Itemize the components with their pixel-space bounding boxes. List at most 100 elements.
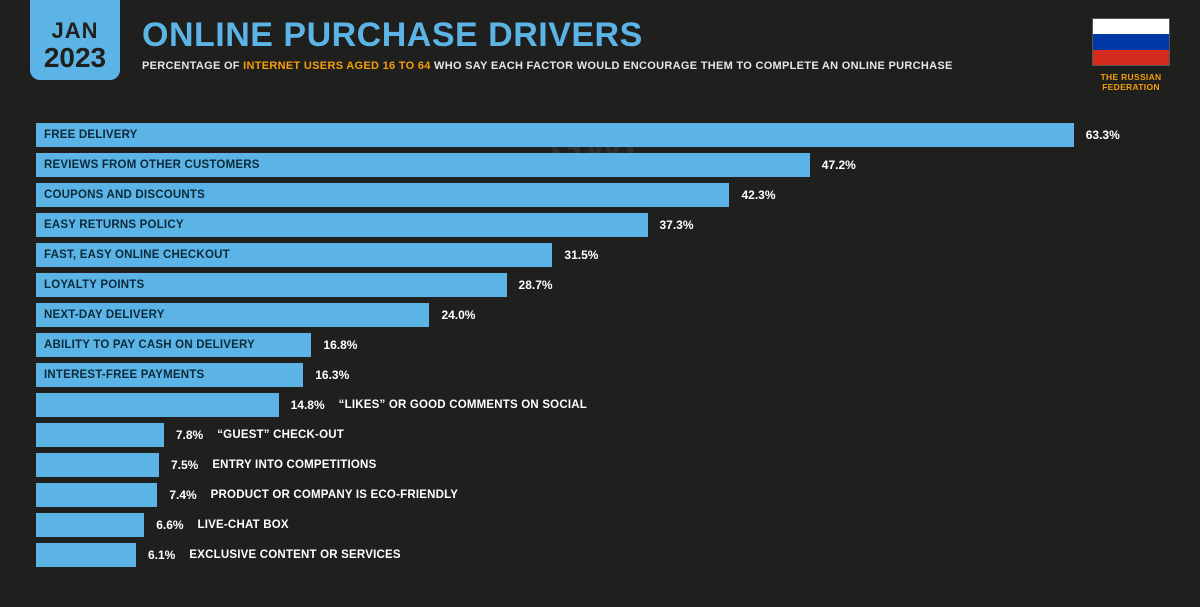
bar-value-label: 6.1% EXCLUSIVE CONTENT OR SERVICES [148, 548, 401, 562]
bar-track: 14.8%“LIKES” OR GOOD COMMENTS ON SOCIAL [36, 393, 1164, 417]
value-text: 42.3% [741, 188, 775, 202]
bar-value-label: 63.3% [1086, 128, 1120, 142]
chart-row: EASY RETURNS POLICY 37.3% [36, 210, 1164, 240]
value-text: 16.3% [315, 368, 349, 382]
category-label: FAST, EASY ONLINE CHECKOUT [44, 249, 230, 261]
bar-value-label: 16.3% [315, 368, 349, 382]
category-label: LOYALTY POINTS [44, 279, 144, 291]
bar: ABILITY TO PAY CASH ON DELIVERY [36, 333, 311, 357]
bar-track: COUPONS AND DISCOUNTS 42.3% [36, 183, 1164, 207]
chart-row: REVIEWS FROM OTHER CUSTOMERS 47.2% [36, 150, 1164, 180]
subtitle-highlight: INTERNET USERS AGED 16 TO 64 [243, 60, 431, 72]
value-text: 24.0% [441, 308, 475, 322]
chart-row: 7.8% “GUEST” CHECK-OUT [36, 420, 1164, 450]
flag-stripe-1 [1093, 19, 1169, 34]
bar: NEXT-DAY DELIVERY [36, 303, 429, 327]
category-label: “GUEST” CHECK-OUT [217, 429, 344, 441]
chart-row: LOYALTY POINTS 28.7% [36, 270, 1164, 300]
bar-value-label: 28.7% [519, 278, 553, 292]
bar: INTEREST-FREE PAYMENTS [36, 363, 303, 387]
value-text: 7.4% [169, 488, 196, 502]
bar [36, 453, 159, 477]
chart-row: 7.4% PRODUCT OR COMPANY IS ECO-FRIENDLY [36, 480, 1164, 510]
bar-value-label: 24.0% [441, 308, 475, 322]
bar-track: LOYALTY POINTS 28.7% [36, 273, 1164, 297]
value-text: 7.8% [176, 428, 203, 442]
bar-value-label: 47.2% [822, 158, 856, 172]
bar: FAST, EASY ONLINE CHECKOUT [36, 243, 552, 267]
value-text: 63.3% [1086, 128, 1120, 142]
bar-track: INTEREST-FREE PAYMENTS 16.3% [36, 363, 1164, 387]
bar-track: 6.1% EXCLUSIVE CONTENT OR SERVICES [36, 543, 1164, 567]
category-label: ENTRY INTO COMPETITIONS [212, 459, 376, 471]
bar-value-label: 31.5% [564, 248, 598, 262]
date-year: 2023 [44, 44, 106, 72]
date-badge: JAN 2023 [30, 0, 120, 80]
page-title: ONLINE PURCHASE DRIVERS [142, 18, 1072, 54]
chart-row: FREE DELIVERY 63.3% [36, 120, 1164, 150]
chart-row: COUPONS AND DISCOUNTS 42.3% [36, 180, 1164, 210]
bar-value-label: 7.5% ENTRY INTO COMPETITIONS [171, 458, 376, 472]
bar-value-label: 6.6%LIVE-CHAT BOX [156, 518, 289, 532]
category-label: FREE DELIVERY [44, 129, 138, 141]
bar-track: 7.5% ENTRY INTO COMPETITIONS [36, 453, 1164, 477]
chart-row: 6.6%LIVE-CHAT BOX [36, 510, 1164, 540]
bar-chart: GWI. FREE DELIVERY63.3%REVIEWS FROM OTHE… [36, 120, 1164, 570]
bar-track: EASY RETURNS POLICY 37.3% [36, 213, 1164, 237]
category-label: ABILITY TO PAY CASH ON DELIVERY [44, 339, 255, 351]
bar [36, 543, 136, 567]
bar [36, 513, 144, 537]
category-label: LIVE-CHAT BOX [198, 519, 289, 531]
value-text: 7.5% [171, 458, 198, 472]
bar-value-label: 7.8% “GUEST” CHECK-OUT [176, 428, 344, 442]
country-line-2: FEDERATION [1102, 82, 1160, 92]
bar: COUPONS AND DISCOUNTS [36, 183, 729, 207]
category-label: PRODUCT OR COMPANY IS ECO-FRIENDLY [211, 489, 458, 501]
bar [36, 423, 164, 447]
country-line-1: THE RUSSIAN [1101, 72, 1162, 82]
bar-track: REVIEWS FROM OTHER CUSTOMERS 47.2% [36, 153, 1164, 177]
title-block: ONLINE PURCHASE DRIVERS PERCENTAGE OF IN… [142, 18, 1072, 72]
bar [36, 393, 279, 417]
bar: EASY RETURNS POLICY [36, 213, 648, 237]
category-label: REVIEWS FROM OTHER CUSTOMERS [44, 159, 260, 171]
value-text: 28.7% [519, 278, 553, 292]
bar-track: 7.8% “GUEST” CHECK-OUT [36, 423, 1164, 447]
flag-stripe-2 [1093, 34, 1169, 49]
date-month: JAN [51, 20, 98, 42]
subtitle-post: WHO SAY EACH FACTOR WOULD ENCOURAGE THEM… [431, 60, 953, 72]
chart-row: ABILITY TO PAY CASH ON DELIVERY 16.8% [36, 330, 1164, 360]
category-label: EASY RETURNS POLICY [44, 219, 184, 231]
bar-value-label: 7.4% PRODUCT OR COMPANY IS ECO-FRIENDLY [169, 488, 458, 502]
bar-track: 6.6%LIVE-CHAT BOX [36, 513, 1164, 537]
category-label: COUPONS AND DISCOUNTS [44, 189, 205, 201]
header: JAN 2023 ONLINE PURCHASE DRIVERS PERCENT… [0, 0, 1200, 92]
value-text: 47.2% [822, 158, 856, 172]
bar: REVIEWS FROM OTHER CUSTOMERS [36, 153, 810, 177]
subtitle: PERCENTAGE OF INTERNET USERS AGED 16 TO … [142, 60, 1072, 72]
value-text: 6.1% [148, 548, 175, 562]
flag-icon [1092, 18, 1170, 66]
chart-row: 7.5% ENTRY INTO COMPETITIONS [36, 450, 1164, 480]
bar-value-label: 16.8% [323, 338, 357, 352]
value-text: 31.5% [564, 248, 598, 262]
bar: FREE DELIVERY [36, 123, 1074, 147]
country-name: THE RUSSIAN FEDERATION [1092, 72, 1170, 92]
bar-track: FAST, EASY ONLINE CHECKOUT 31.5% [36, 243, 1164, 267]
chart-row: NEXT-DAY DELIVERY 24.0% [36, 300, 1164, 330]
bar-track: ABILITY TO PAY CASH ON DELIVERY 16.8% [36, 333, 1164, 357]
category-label: NEXT-DAY DELIVERY [44, 309, 165, 321]
bar-track: NEXT-DAY DELIVERY 24.0% [36, 303, 1164, 327]
bar-track: FREE DELIVERY 63.3% [36, 123, 1164, 147]
category-label: EXCLUSIVE CONTENT OR SERVICES [189, 549, 400, 561]
chart-row: 6.1% EXCLUSIVE CONTENT OR SERVICES [36, 540, 1164, 570]
bar-track: 7.4% PRODUCT OR COMPANY IS ECO-FRIENDLY [36, 483, 1164, 507]
value-text: 37.3% [660, 218, 694, 232]
bar-value-label: 42.3% [741, 188, 775, 202]
bar [36, 483, 157, 507]
category-label: INTEREST-FREE PAYMENTS [44, 369, 204, 381]
chart-row: FAST, EASY ONLINE CHECKOUT 31.5% [36, 240, 1164, 270]
subtitle-pre: PERCENTAGE OF [142, 60, 243, 72]
bar: LOYALTY POINTS [36, 273, 507, 297]
value-text: 14.8% [291, 398, 325, 412]
